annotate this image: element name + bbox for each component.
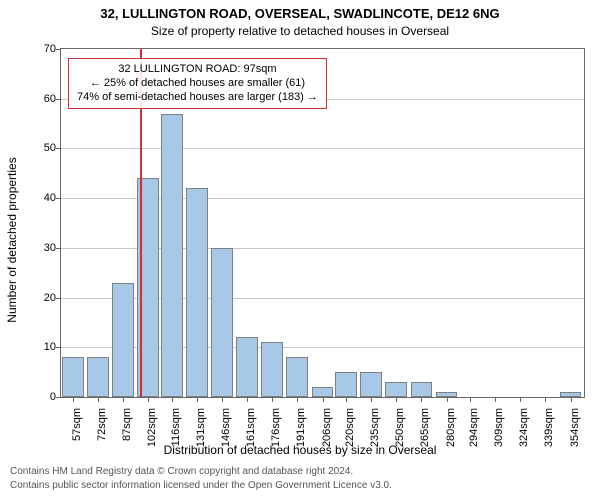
footer-line-2: Contains public sector information licen… (10, 480, 392, 491)
x-tick-mark (371, 398, 372, 402)
y-tick-label: 10 (44, 341, 56, 353)
x-tick-mark (247, 398, 248, 402)
y-tick-mark (56, 347, 60, 348)
x-tick-mark (396, 398, 397, 402)
x-tick-mark (222, 398, 223, 402)
histogram-bar (186, 188, 208, 397)
x-tick-label: 339sqm (543, 408, 555, 447)
x-tick-label: 116sqm (170, 408, 182, 446)
annotation-line-3: 74% of semi-detached houses are larger (… (77, 91, 318, 105)
histogram-bar (286, 357, 308, 397)
x-tick-mark (123, 398, 124, 402)
histogram-bar (236, 337, 258, 397)
x-tick-mark (470, 398, 471, 402)
x-tick-label: 220sqm (344, 408, 356, 447)
y-tick-label: 30 (44, 242, 56, 254)
x-tick-mark (421, 398, 422, 402)
histogram-bar (560, 392, 582, 397)
histogram-bar (62, 357, 84, 397)
y-tick-label: 40 (44, 192, 56, 204)
y-tick-label: 70 (44, 43, 56, 55)
histogram-bar (161, 114, 183, 397)
histogram-bar (312, 387, 334, 397)
y-axis-label: Number of detached properties (5, 157, 19, 322)
histogram-bar (385, 382, 407, 397)
x-tick-label: 72sqm (96, 408, 108, 441)
x-tick-mark (197, 398, 198, 402)
title-line-2: Size of property relative to detached ho… (0, 24, 600, 38)
x-tick-label: 265sqm (419, 408, 431, 447)
x-tick-label: 87sqm (121, 408, 133, 441)
x-tick-label: 294sqm (468, 408, 480, 447)
x-tick-mark (73, 398, 74, 402)
chart-container: 32, LULLINGTON ROAD, OVERSEAL, SWADLINCO… (0, 0, 600, 500)
y-tick-mark (56, 248, 60, 249)
y-tick-label: 60 (44, 93, 56, 105)
x-tick-mark (447, 398, 448, 402)
x-tick-label: 102sqm (146, 408, 158, 447)
x-tick-mark (148, 398, 149, 402)
annotation-line-2: ← 25% of detached houses are smaller (61… (77, 77, 318, 91)
x-tick-label: 250sqm (394, 408, 406, 447)
annotation-line-1: 32 LULLINGTON ROAD: 97sqm (77, 63, 318, 77)
x-tick-mark (172, 398, 173, 402)
title-line-1: 32, LULLINGTON ROAD, OVERSEAL, SWADLINCO… (0, 6, 600, 21)
x-tick-mark (98, 398, 99, 402)
histogram-bar (335, 372, 357, 397)
y-tick-mark (56, 148, 60, 149)
y-tick-mark (56, 198, 60, 199)
x-tick-label: 206sqm (321, 408, 333, 447)
x-tick-mark (545, 398, 546, 402)
x-tick-label: 146sqm (220, 408, 232, 447)
x-tick-mark (272, 398, 273, 402)
histogram-bar (211, 248, 233, 397)
footer-line-1: Contains HM Land Registry data © Crown c… (10, 466, 353, 477)
histogram-bar (87, 357, 109, 397)
x-tick-mark (520, 398, 521, 402)
x-tick-mark (297, 398, 298, 402)
y-tick-mark (56, 49, 60, 50)
x-tick-label: 324sqm (518, 408, 530, 447)
y-tick-label: 50 (44, 142, 56, 154)
y-tick-mark (56, 298, 60, 299)
x-tick-mark (323, 398, 324, 402)
x-tick-label: 176sqm (270, 408, 282, 447)
x-tick-mark (571, 398, 572, 402)
y-tick-mark (56, 397, 60, 398)
annotation-box: 32 LULLINGTON ROAD: 97sqm← 25% of detach… (68, 58, 327, 109)
x-tick-label: 191sqm (295, 408, 307, 447)
y-tick-mark (56, 99, 60, 100)
x-tick-label: 309sqm (493, 408, 505, 447)
histogram-bar (261, 342, 283, 397)
x-tick-label: 161sqm (245, 408, 257, 447)
x-tick-label: 131sqm (195, 408, 207, 447)
x-tick-mark (495, 398, 496, 402)
x-tick-mark (346, 398, 347, 402)
x-tick-label: 235sqm (369, 408, 381, 447)
histogram-bar (411, 382, 433, 397)
x-tick-label: 354sqm (569, 408, 581, 447)
histogram-bar (112, 283, 134, 397)
histogram-bar (436, 392, 458, 397)
y-tick-label: 20 (44, 292, 56, 304)
x-tick-label: 57sqm (71, 408, 83, 441)
x-tick-label: 280sqm (445, 408, 457, 447)
histogram-bar (360, 372, 382, 397)
